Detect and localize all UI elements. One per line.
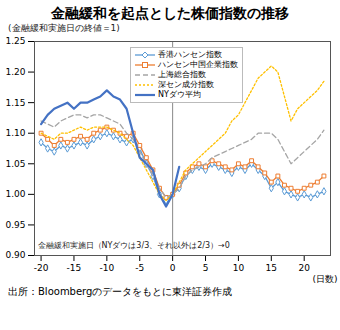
html-text:(金融緩和実施日の終値＝1): (金融緩和実施日の終値＝1) (8, 23, 120, 33)
html-text:深セン成分指数: 深セン成分指数 (158, 80, 214, 89)
svg-text:0: 0 (170, 263, 176, 273)
svg-text:20: 20 (298, 263, 310, 273)
svg-text:-5: -5 (135, 263, 144, 273)
html-text:香港ハンセン指数: 香港ハンセン指数 (158, 50, 222, 59)
svg-text:1.15: 1.15 (5, 98, 25, 108)
html-text:NYダウ平均: NYダウ平均 (158, 90, 201, 99)
html-text:金融緩和を起点とした株価指数の推移: 金融緩和を起点とした株価指数の推移 (51, 5, 289, 21)
svg-text:0.90: 0.90 (5, 250, 25, 260)
svg-text:1.20: 1.20 (5, 67, 25, 77)
html-text:出所：Bloombergのデータをもとに東洋証券作成: 出所：Bloombergのデータをもとに東洋証券作成 (8, 286, 233, 297)
svg-text:1.00: 1.00 (5, 189, 25, 199)
svg-text:0.95: 0.95 (5, 220, 25, 230)
svg-text:10: 10 (233, 263, 245, 273)
html-text:ハンセン中国企業指数: ハンセン中国企業指数 (158, 60, 238, 69)
svg-text:5: 5 (203, 263, 209, 273)
html-text:上海総合指数: 上海総合指数 (158, 70, 206, 79)
svg-text:1.10: 1.10 (5, 128, 25, 138)
svg-text:1.25: 1.25 (5, 36, 25, 46)
svg-text:-15: -15 (67, 263, 82, 273)
svg-text:15: 15 (266, 263, 277, 273)
svg-text:金融緩和実施日（NYダウは3/3、それ以外は2/3）→0: 金融緩和実施日（NYダウは3/3、それ以外は2/3）→0 (38, 241, 230, 250)
svg-text:1.05: 1.05 (5, 159, 25, 169)
svg-text:-10: -10 (100, 263, 115, 273)
svg-text:-20: -20 (34, 263, 49, 273)
svg-text:(日数): (日数) (312, 274, 337, 284)
